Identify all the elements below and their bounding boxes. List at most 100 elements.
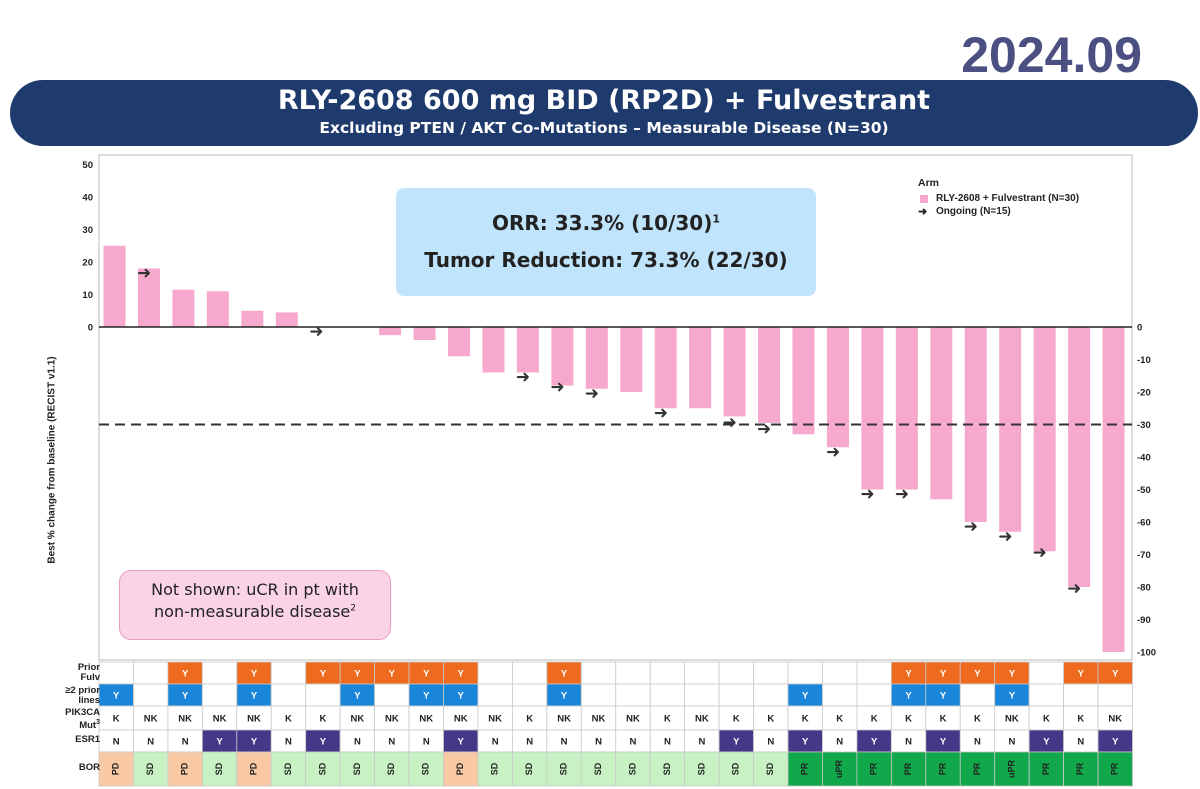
table-value-pik3ca: K — [1043, 714, 1050, 725]
table-value-esr1: N — [595, 737, 602, 748]
data-bar — [723, 327, 746, 417]
table-cell-bor — [201, 751, 238, 787]
legend-swatch — [920, 194, 928, 203]
bor-value: PD — [180, 762, 190, 775]
y-tick-left: 30 — [82, 225, 93, 236]
bor-value: PD — [111, 762, 121, 775]
row-label-line: BOR — [78, 762, 100, 773]
table-cell-prior-fulv — [787, 661, 823, 685]
table-value-pik3ca: K — [526, 714, 533, 725]
table-value-esr1: N — [767, 737, 774, 748]
table-value-esr1: N — [698, 737, 705, 748]
row-label-line: ESR1 — [75, 734, 100, 745]
table-cell-prior-fulv — [580, 661, 617, 685]
table-value-pik3ca: NK — [178, 714, 192, 725]
ongoing-arrow-icon: ➜ — [1067, 579, 1081, 599]
chart-subtitle: Excluding PTEN / AKT Co-Mutations – Meas… — [319, 119, 889, 137]
bor-value: PD — [455, 762, 465, 775]
table-value-prior-fulv: Y — [1078, 669, 1085, 680]
table-value-prior-lines: Y — [423, 691, 430, 702]
table-cell-prior-fulv — [270, 661, 307, 685]
data-bar — [895, 327, 918, 490]
orr-text: ORR: 33.3% (10/30) — [491, 211, 713, 235]
table-cell-bor — [443, 751, 479, 787]
table-cell-prior-fulv — [684, 661, 720, 685]
table-value-pik3ca: K — [733, 714, 740, 725]
table-cell-prior-fulv — [98, 661, 134, 685]
table-value-pik3ca: NK — [592, 714, 606, 725]
y-tick-left: 20 — [82, 258, 93, 269]
bor-value: SD — [317, 762, 327, 775]
data-bar — [241, 310, 264, 327]
y-tick-right: -60 — [1137, 518, 1151, 529]
bor-value: SD — [696, 762, 706, 775]
table-value-pik3ca: K — [113, 714, 120, 725]
table-cell-prior-fulv — [856, 661, 892, 685]
table-cell-prior-fulv — [718, 661, 754, 685]
table-value-prior-fulv: Y — [354, 669, 361, 680]
ongoing-arrow-icon: ➜ — [895, 485, 909, 505]
orr-footnote: 1 — [712, 212, 721, 226]
table-cell-pik3ca — [649, 705, 686, 731]
table-cell-prior-lines — [1063, 683, 1099, 707]
table-cell-prior-fulv — [133, 661, 169, 685]
table-value-prior-fulv: Y — [251, 669, 258, 680]
table-cell-bor — [133, 751, 169, 787]
table-value-prior-lines: Y — [182, 691, 189, 702]
report-date: 2024.09 — [961, 27, 1142, 83]
table-value-pik3ca: NK — [695, 714, 709, 725]
data-bar — [448, 327, 470, 357]
table-cell-prior-lines — [305, 683, 341, 707]
data-bar — [1102, 327, 1125, 652]
table-value-esr1: Y — [216, 737, 223, 748]
table-cell-bor — [236, 751, 272, 787]
table-value-esr1: N — [974, 737, 981, 748]
table-value-prior-lines: Y — [905, 691, 912, 702]
y-tick-right: 0 — [1137, 323, 1142, 334]
chart-title: RLY-2608 600 mg BID (RP2D) + Fulvestrant — [277, 85, 931, 116]
table-value-esr1: N — [492, 737, 499, 748]
row-label-line: lines — [78, 695, 100, 706]
table-cell-pik3ca — [856, 705, 892, 731]
table-cell-bor — [856, 751, 892, 787]
y-tick-left: 0 — [88, 323, 93, 334]
table-value-pik3ca: NK — [454, 714, 468, 725]
data-bar — [999, 327, 1022, 532]
table-value-prior-lines: Y — [561, 691, 568, 702]
ongoing-arrow-icon: ➜ — [654, 403, 668, 423]
note-line2: non-measurable disease — [154, 602, 351, 621]
bor-value: PR — [937, 762, 947, 775]
bor-value: PR — [1075, 762, 1085, 775]
table-value-esr1: N — [561, 737, 568, 748]
table-value-pik3ca: K — [802, 714, 809, 725]
table-value-esr1: N — [388, 737, 395, 748]
table-cell-pik3ca — [615, 705, 651, 731]
plot-frame — [98, 154, 1133, 661]
bor-value: SD — [731, 762, 741, 775]
table-value-esr1: N — [113, 737, 120, 748]
data-bar — [275, 312, 298, 327]
table-value-esr1: N — [423, 737, 430, 748]
table-cell-bor — [822, 751, 858, 787]
table-value-prior-lines: Y — [354, 691, 361, 702]
table-cell-pik3ca — [477, 705, 513, 731]
table-cell-bor — [512, 751, 548, 787]
data-bar — [1033, 327, 1056, 552]
y-axis-label: Best % change from baseline (RECIST v1.1… — [46, 356, 58, 564]
bor-value: PR — [903, 762, 913, 775]
row-label-bor: BOR — [46, 763, 100, 773]
y-tick-right: -80 — [1137, 583, 1151, 594]
data-bar — [861, 327, 884, 490]
table-value-esr1: Y — [251, 737, 258, 748]
table-value-esr1: N — [664, 737, 671, 748]
data-bar — [103, 245, 126, 327]
table-value-esr1: N — [836, 737, 843, 748]
table-value-prior-fulv: Y — [1112, 669, 1119, 680]
data-bar — [689, 327, 712, 409]
table-value-prior-fulv: Y — [423, 669, 430, 680]
bor-value: PR — [1110, 762, 1120, 775]
y-tick-right: -20 — [1137, 388, 1151, 399]
ongoing-arrow-icon: ➜ — [964, 517, 978, 537]
table-cell-prior-lines — [374, 683, 410, 707]
data-bar — [206, 291, 229, 327]
